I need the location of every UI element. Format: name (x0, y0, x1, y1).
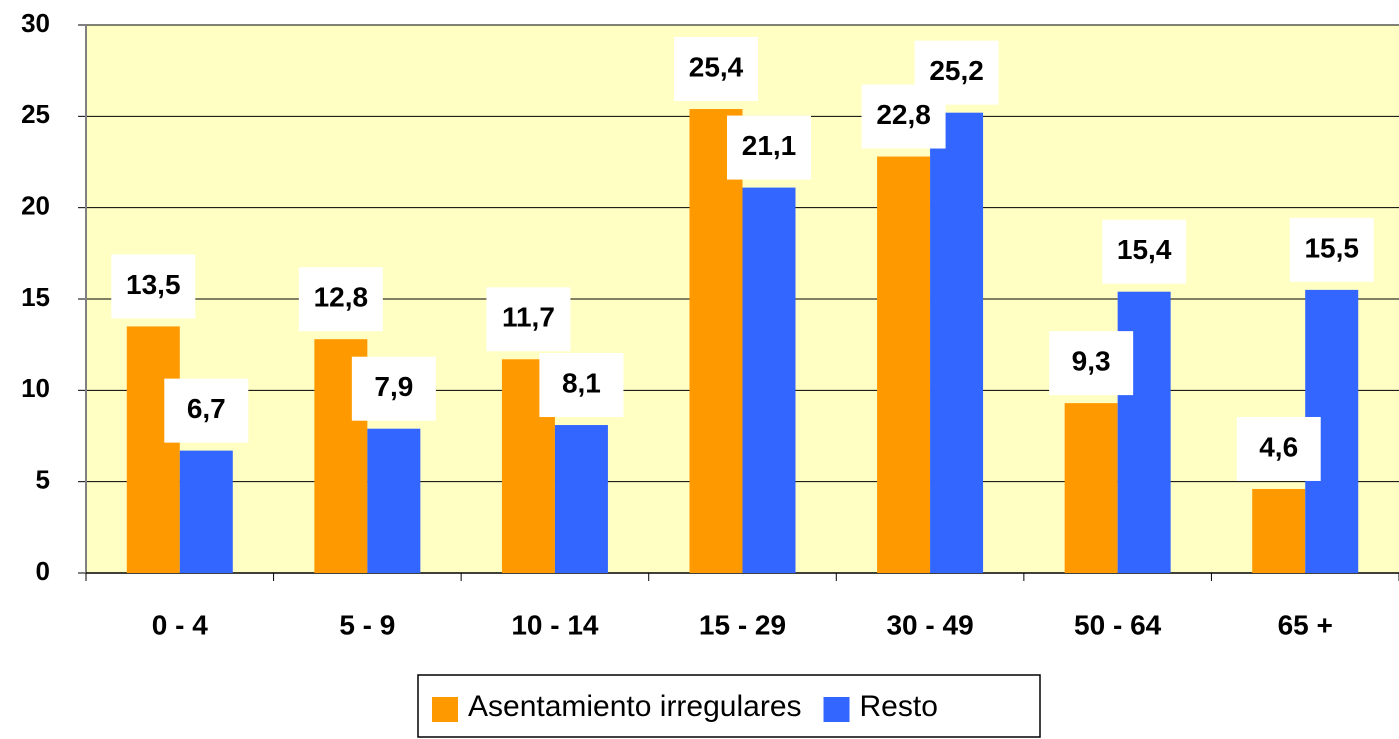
bar (1252, 488, 1306, 573)
bar (877, 156, 931, 573)
legend-swatch (823, 697, 850, 722)
value-label-box (539, 353, 624, 418)
legend-swatch (432, 697, 458, 722)
bar (179, 450, 233, 573)
value-label: 12,8 (314, 282, 369, 313)
value-label-box (298, 267, 383, 332)
y-tick-label: 15 (21, 282, 50, 312)
bar (554, 425, 608, 573)
bar (126, 326, 180, 573)
value-label: 8,1 (562, 367, 601, 398)
x-tick-label: 30 - 49 (886, 609, 973, 640)
value-label-box (1236, 416, 1321, 481)
bar (1064, 403, 1118, 573)
value-label-box (1049, 331, 1134, 396)
y-tick-label: 25 (21, 99, 50, 129)
value-label-box (111, 254, 196, 319)
value-label-box (1289, 217, 1374, 282)
y-tick-label: 20 (21, 191, 50, 221)
x-tick-label: 65 + (1278, 609, 1333, 640)
value-label: 6,7 (187, 393, 226, 424)
x-tick-label: 15 - 29 (699, 609, 786, 640)
bar (742, 187, 796, 573)
y-tick-label: 30 (21, 8, 50, 38)
bar (367, 428, 421, 573)
x-tick-label: 10 - 14 (511, 609, 599, 640)
bar (689, 109, 743, 573)
value-label-box (914, 40, 999, 105)
y-tick-label: 5 (36, 465, 50, 495)
value-label-box (486, 287, 571, 352)
y-tick-label: 0 (36, 556, 50, 586)
value-label: 25,2 (929, 55, 984, 86)
value-label-box (351, 356, 436, 421)
value-label-box (1102, 219, 1187, 284)
value-label: 15,5 (1304, 232, 1359, 263)
bar (930, 112, 984, 574)
value-label: 9,3 (1072, 346, 1111, 377)
value-label-box (164, 378, 249, 443)
x-tick-label: 0 - 4 (152, 609, 208, 640)
value-label: 15,4 (1117, 234, 1172, 265)
legend (417, 674, 1041, 738)
x-tick-label: 50 - 64 (1074, 609, 1162, 640)
legend-label: Asentamiento irregulares (468, 690, 802, 723)
value-label-box (727, 115, 811, 180)
value-label: 11,7 (502, 302, 555, 333)
value-label: 25,4 (689, 51, 744, 82)
legend-label: Resto (860, 690, 938, 723)
x-tick-label: 5 - 9 (339, 609, 395, 640)
value-label-box (674, 37, 758, 102)
value-label: 4,6 (1259, 431, 1298, 462)
value-label: 13,5 (126, 269, 181, 300)
value-label: 21,1 (742, 130, 797, 161)
y-tick-label: 10 (21, 373, 50, 403)
value-label: 7,9 (374, 371, 413, 402)
